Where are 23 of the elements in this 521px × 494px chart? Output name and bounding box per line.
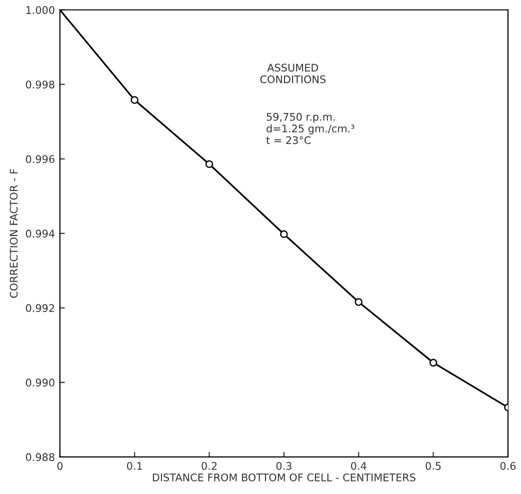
x-tick-label: 0.4 [351, 462, 366, 470]
point [429, 358, 438, 367]
x-tick-label: 0 [57, 462, 63, 470]
y-tick-label: 0.992 [26, 304, 54, 312]
point [280, 230, 288, 238]
y-tick-label: 0.988 [26, 453, 54, 462]
x-tick-label: 0.3 [276, 462, 292, 470]
annotation: 59,750 r.p.m. d=1.25 gm./cm.³ t = 23°C [266, 112, 354, 144]
x-tick-label: 0.1 [126, 462, 142, 470]
y-tick-label: 1.000 [26, 6, 54, 14]
y-tick-label: 0.998 [26, 80, 54, 88]
y-tick-label: 0.994 [26, 230, 54, 238]
point [130, 96, 138, 104]
annotation: ASSUMED CONDITIONS [260, 64, 326, 84]
x-axis-title: DISTANCE FROM BOTTOM OF CELL - CENTIMETERS [152, 473, 416, 482]
x-tick-label: 0.6 [500, 462, 516, 470]
y-tick-label: 0.996 [26, 155, 54, 164]
y-tick-label: 0.990 [26, 378, 54, 387]
x-tick-label: 0.2 [202, 462, 217, 470]
point [354, 298, 363, 306]
x-tick-label: 0.5 [426, 462, 441, 470]
point [205, 160, 214, 168]
y-axis-title: CORRECTION FACTOR - F [10, 169, 18, 298]
